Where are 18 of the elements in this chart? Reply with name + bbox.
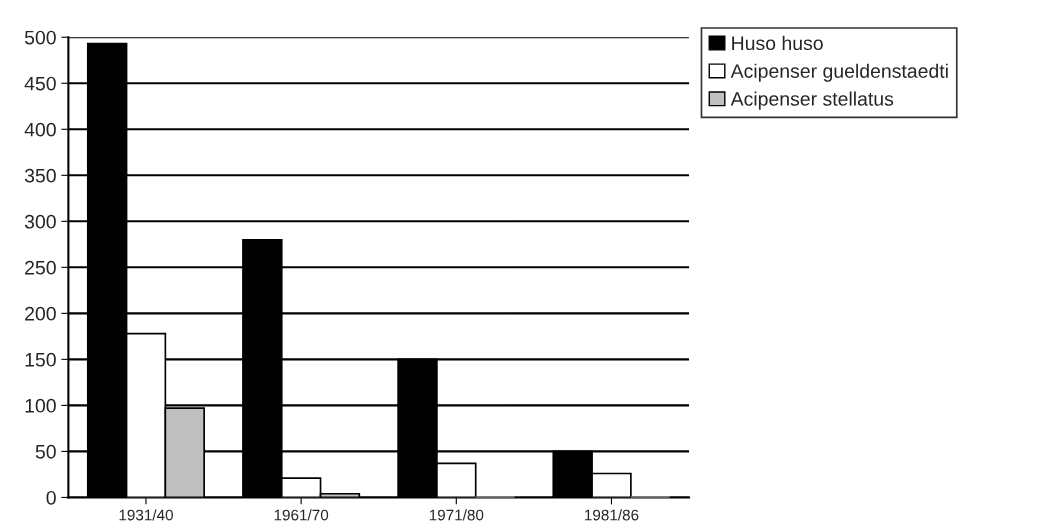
legend-label: Acipenser gueldenstaedti [730,63,948,82]
x-tick-label: 1971/80 [429,509,484,521]
y-tick-label: 450 [24,76,56,91]
y-tick-label: 350 [24,168,56,183]
legend-label: Huso huso [732,35,823,51]
x-tick-label: 1961/70 [274,509,329,521]
y-tick-label: 200 [25,306,56,321]
y-tick-label: 150 [25,352,56,367]
legend-label: Acipenser stellatus [730,91,894,110]
x-tick-label: 1931/40 [119,509,173,521]
y-tick-label: 100 [25,398,56,413]
y-tick-label: 400 [24,122,56,137]
x-tick-label: 1981/86 [585,509,639,521]
y-tick-label: 0 [46,490,56,505]
y-tick-label: 250 [25,260,56,275]
y-tick-label: 300 [24,214,56,229]
y-tick-label: 500 [24,30,56,45]
y-tick-label: 50 [35,444,56,459]
